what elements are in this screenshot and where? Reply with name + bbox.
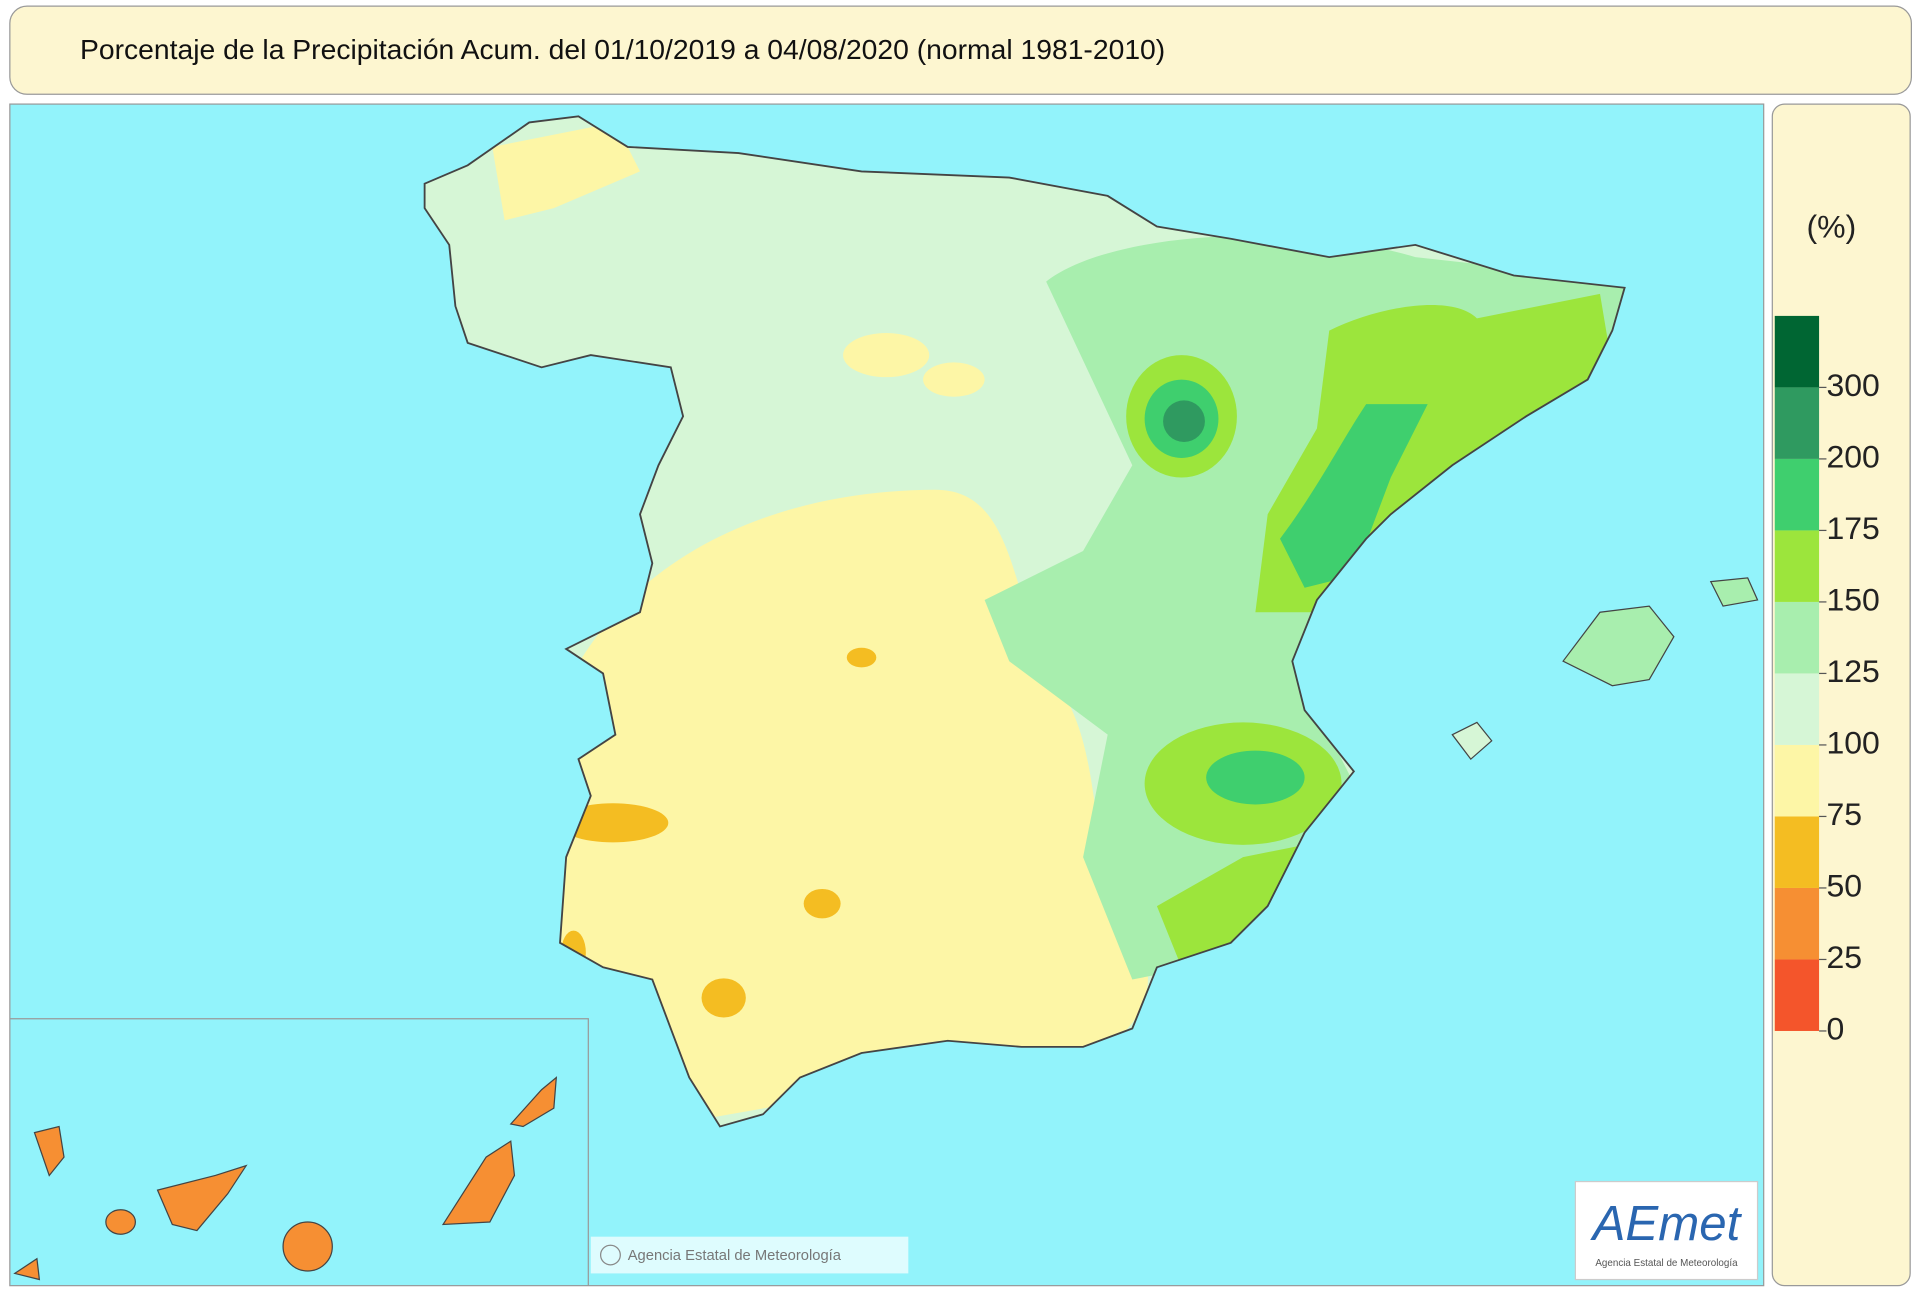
legend-swatch bbox=[1774, 816, 1820, 888]
legend-tick-label: 175 bbox=[1826, 510, 1879, 546]
legend-swatch bbox=[1774, 744, 1820, 817]
region bbox=[1156, 844, 1305, 968]
island bbox=[13, 1257, 41, 1281]
region bbox=[846, 647, 877, 668]
region bbox=[843, 333, 930, 378]
credit: Agencia Estatal de Meteorología bbox=[628, 1248, 842, 1264]
region bbox=[1206, 750, 1305, 805]
region bbox=[1280, 404, 1428, 588]
island bbox=[33, 1125, 65, 1177]
island bbox=[156, 1164, 248, 1232]
region bbox=[492, 122, 640, 221]
inset-frame bbox=[9, 1018, 589, 1286]
legend-tick-label: 200 bbox=[1826, 438, 1879, 474]
logo: AEmet bbox=[1590, 1197, 1743, 1251]
legend-swatch bbox=[1774, 458, 1820, 531]
map-title: Porcentaje de la Precipitación Acum. del… bbox=[80, 33, 1165, 65]
legend-tick-label: 300 bbox=[1826, 367, 1879, 403]
logo-caption: Agencia Estatal de Meteorología bbox=[1595, 1258, 1738, 1269]
legend-swatch bbox=[1774, 673, 1820, 745]
menorca bbox=[1709, 577, 1759, 607]
credit-box bbox=[590, 1236, 909, 1274]
legend-tick-label: 0 bbox=[1826, 1010, 1844, 1046]
region bbox=[923, 362, 985, 397]
island bbox=[105, 1209, 136, 1235]
legend-swatch bbox=[1774, 601, 1820, 674]
region bbox=[541, 489, 1148, 1127]
island bbox=[441, 1140, 516, 1226]
island bbox=[282, 1221, 333, 1272]
title-box bbox=[9, 5, 1912, 95]
region bbox=[701, 978, 746, 1018]
legend-tick-label: 150 bbox=[1826, 581, 1879, 617]
legend-swatch bbox=[1774, 387, 1820, 459]
legend: 0 25 50 75 100 125 150 175 200 300 bbox=[1774, 315, 1880, 1046]
region bbox=[1163, 400, 1205, 443]
legend-tick-label: 125 bbox=[1826, 653, 1879, 689]
ibiza bbox=[1451, 721, 1493, 761]
mallorca bbox=[1562, 605, 1675, 687]
legend-tick-label: 100 bbox=[1826, 724, 1879, 760]
region bbox=[803, 888, 841, 919]
legend-unit: (%) bbox=[1807, 208, 1857, 244]
logo-box bbox=[1574, 1180, 1759, 1281]
copyright-icon bbox=[600, 1244, 621, 1266]
legend-tick-label: 75 bbox=[1826, 796, 1862, 832]
legend-tick-label: 25 bbox=[1826, 939, 1862, 975]
legend-swatch bbox=[1774, 887, 1820, 960]
island bbox=[509, 1076, 558, 1128]
legend-swatch bbox=[1774, 315, 1820, 388]
region bbox=[557, 803, 669, 843]
legend-tick-label: 50 bbox=[1826, 867, 1862, 903]
legend-swatch bbox=[1774, 959, 1820, 1031]
legend-swatch bbox=[1774, 530, 1820, 602]
